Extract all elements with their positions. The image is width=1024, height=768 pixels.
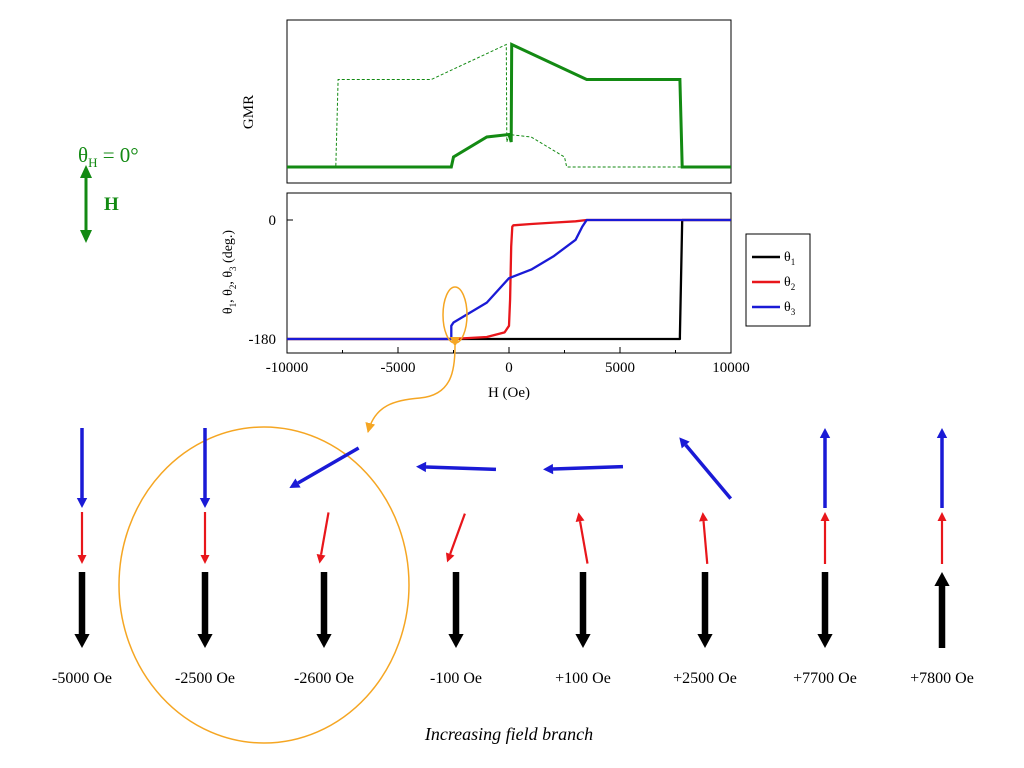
angle-ytick-minus180: -180 bbox=[249, 332, 277, 348]
arrow-theta2-col1 bbox=[77, 512, 87, 564]
angle-xtick-5000: 5000 bbox=[605, 360, 635, 376]
highlight-ellipse-small bbox=[442, 286, 468, 344]
ylabel-sub2: 2 bbox=[228, 285, 238, 290]
angle-xlabel: H (Oe) bbox=[488, 385, 530, 401]
arrow-theta3-col5 bbox=[543, 463, 624, 475]
legend-entry-theta2: θ2 bbox=[752, 275, 795, 292]
angle-xtick-0: 0 bbox=[505, 360, 513, 376]
arrow-theta2-col4 bbox=[445, 513, 466, 563]
ylabel-rest: (deg.) bbox=[221, 230, 236, 267]
gmr-plot bbox=[287, 42, 731, 169]
angle-ylabel: θ1, θ2, θ3 (deg.) bbox=[221, 230, 238, 315]
legend-entry-theta1: θ1 bbox=[752, 250, 795, 267]
arrow-theta3-col2 bbox=[199, 428, 211, 508]
arrow-theta3-col3 bbox=[289, 446, 360, 488]
arrow-theta2-col3 bbox=[316, 512, 330, 564]
gmr-series-solid bbox=[287, 42, 731, 169]
arrow-theta3-col4 bbox=[416, 461, 497, 473]
arrow-theta1-col4 bbox=[448, 572, 464, 648]
arrow-theta2-col2 bbox=[200, 512, 210, 564]
angle-series-theta3 bbox=[287, 218, 731, 341]
ylabel-theta3: θ bbox=[221, 271, 236, 278]
angle-xtick-minus10000: -10000 bbox=[266, 360, 309, 376]
gmr-panel-frame bbox=[286, 19, 732, 184]
ylabel-comma2: , bbox=[221, 278, 236, 285]
ylabel-sub3: 3 bbox=[228, 266, 238, 271]
column-label-minus2500: -2500 Oe bbox=[175, 670, 235, 687]
legend-box bbox=[745, 233, 811, 327]
field-arrow-head-up bbox=[80, 165, 92, 178]
arrow-theta1-col3 bbox=[316, 572, 332, 648]
arrow-theta1-col8 bbox=[934, 572, 950, 648]
column-label-plus7700: +7700 Oe bbox=[793, 670, 857, 687]
angle-xtick-10000: 10000 bbox=[712, 360, 750, 376]
column-label-plus100: +100 Oe bbox=[555, 670, 611, 687]
arrow-theta3-col7 bbox=[819, 428, 831, 508]
legend-label-theta1: θ1 bbox=[784, 250, 795, 267]
arrow-theta1-col2 bbox=[197, 572, 213, 648]
field-label: H bbox=[104, 194, 119, 215]
magnetization-arrows bbox=[74, 428, 950, 648]
field-angle-rest: = 0° bbox=[97, 143, 138, 167]
column-label-minus2600: -2600 Oe bbox=[294, 670, 354, 687]
angle-axis-ticks bbox=[286, 219, 732, 353]
angle-ytick-0: 0 bbox=[269, 213, 277, 229]
arrow-theta3-col1 bbox=[76, 428, 88, 508]
angle-panel-frame bbox=[286, 192, 732, 354]
arrow-theta2-col7 bbox=[820, 512, 830, 564]
ylabel-theta2: θ bbox=[221, 289, 236, 296]
legend-label-theta3: θ3 bbox=[784, 300, 796, 317]
ylabel-sub1: 1 bbox=[228, 303, 238, 308]
angle-xtick-minus5000: -5000 bbox=[381, 360, 416, 376]
caption: Increasing field branch bbox=[424, 724, 593, 744]
field-arrow-head-down bbox=[80, 230, 92, 243]
angle-series-theta2 bbox=[287, 218, 731, 341]
arrow-theta1-col1 bbox=[74, 572, 90, 648]
annotation-connector bbox=[365, 336, 461, 433]
arrow-theta2-col6 bbox=[699, 512, 709, 564]
highlight-ellipse-large bbox=[118, 426, 410, 744]
arrow-theta1-col5 bbox=[575, 572, 591, 648]
column-label-plus2500: +2500 Oe bbox=[673, 670, 737, 687]
column-label-minus5000: -5000 Oe bbox=[52, 670, 112, 687]
column-label-minus100: -100 Oe bbox=[430, 670, 482, 687]
arrow-theta2-col8 bbox=[937, 512, 947, 564]
angle-plot bbox=[287, 218, 731, 341]
arrow-theta3-col6 bbox=[679, 437, 733, 500]
field-angle-theta: θ bbox=[78, 143, 88, 167]
legend-label-theta2: θ2 bbox=[784, 275, 795, 292]
arrow-theta1-col6 bbox=[697, 572, 713, 648]
gmr-ylabel: GMR bbox=[241, 95, 257, 129]
gmr-series-dashed bbox=[287, 43, 731, 168]
field-angle-label: θH = 0° bbox=[78, 143, 139, 170]
legend-entry-theta3: θ3 bbox=[752, 300, 796, 317]
arrow-theta1-col7 bbox=[817, 572, 833, 648]
ylabel-comma1: , bbox=[221, 296, 236, 303]
arrow-theta3-col8 bbox=[936, 428, 948, 508]
column-label-plus7800: +7800 Oe bbox=[910, 670, 974, 687]
field-angle-sub: H bbox=[88, 155, 97, 170]
arrow-theta2-col5 bbox=[575, 512, 589, 564]
ylabel-theta1: θ bbox=[221, 307, 236, 314]
